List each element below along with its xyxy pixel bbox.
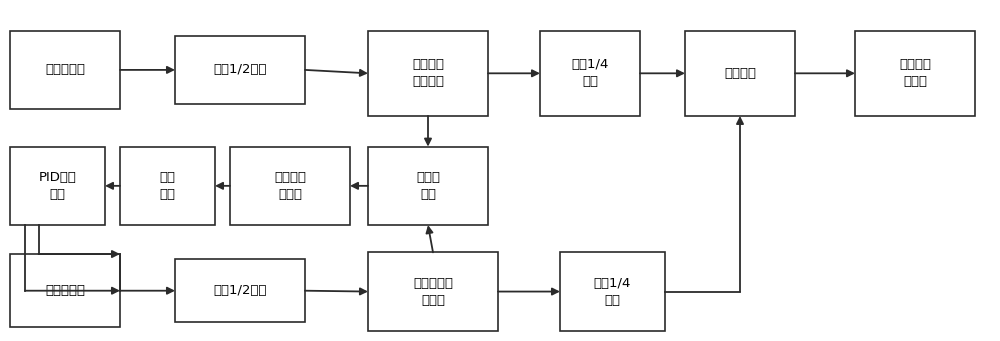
Text: 第一光电
探测器: 第一光电 探测器 [899, 58, 931, 88]
FancyBboxPatch shape [368, 31, 488, 116]
Text: 第二1/2波片: 第二1/2波片 [213, 284, 267, 297]
Text: 第一偏振
分束棱镜: 第一偏振 分束棱镜 [412, 58, 444, 88]
Text: 第一1/4
波片: 第一1/4 波片 [571, 58, 609, 88]
FancyBboxPatch shape [560, 252, 665, 331]
FancyBboxPatch shape [175, 259, 305, 322]
FancyBboxPatch shape [10, 147, 105, 225]
FancyBboxPatch shape [230, 147, 350, 225]
Text: 第二1/4
波片: 第二1/4 波片 [594, 277, 631, 307]
Text: 原子气室: 原子气室 [724, 67, 756, 80]
FancyBboxPatch shape [540, 31, 640, 116]
Text: PID反馈
电路: PID反馈 电路 [39, 171, 76, 201]
Text: 第一激光器: 第一激光器 [45, 63, 85, 76]
FancyBboxPatch shape [10, 254, 120, 327]
Text: 鉴频
模块: 鉴频 模块 [159, 171, 175, 201]
Text: 第二偏振分
束棱镜: 第二偏振分 束棱镜 [413, 277, 453, 307]
FancyBboxPatch shape [368, 147, 488, 225]
FancyBboxPatch shape [855, 31, 975, 116]
Text: 第二激光器: 第二激光器 [45, 284, 85, 297]
Text: 第一1/2波片: 第一1/2波片 [213, 63, 267, 76]
Text: 第二光电
探测器: 第二光电 探测器 [274, 171, 306, 201]
FancyBboxPatch shape [685, 31, 795, 116]
FancyBboxPatch shape [10, 31, 120, 109]
FancyBboxPatch shape [368, 252, 498, 331]
FancyBboxPatch shape [175, 36, 305, 104]
Text: 半透半
反镜: 半透半 反镜 [416, 171, 440, 201]
FancyBboxPatch shape [120, 147, 215, 225]
